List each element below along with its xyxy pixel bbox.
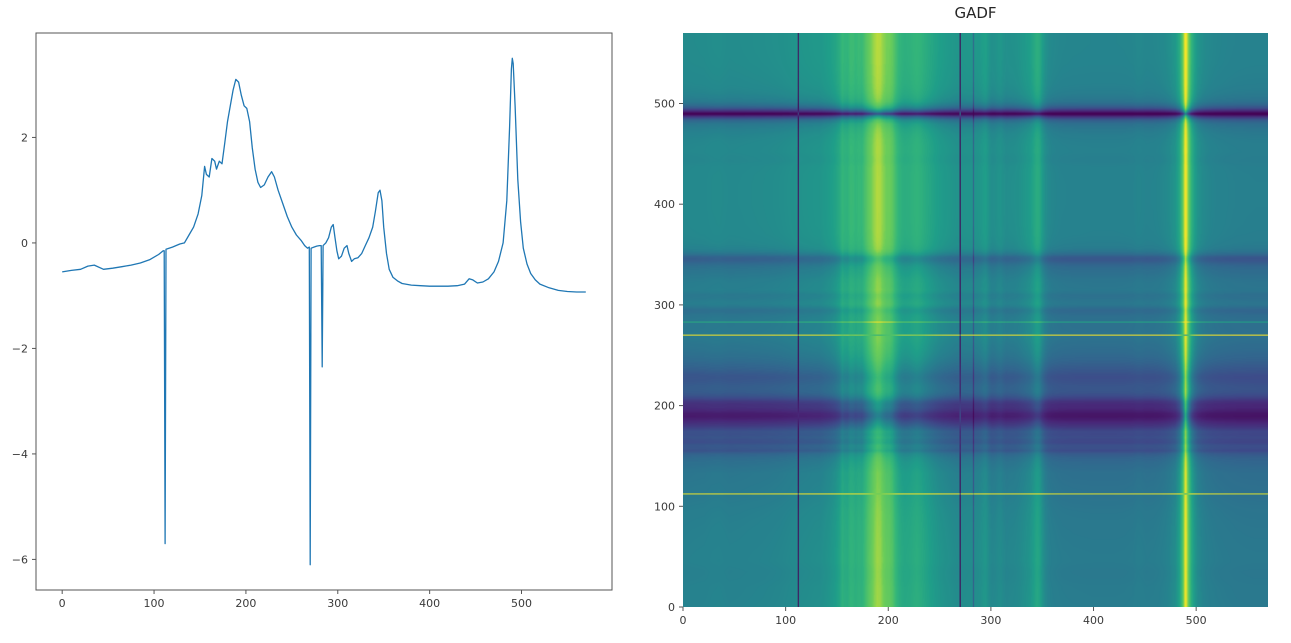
svg-text:2: 2 [21,131,28,144]
svg-text:−4: −4 [12,448,28,461]
heatmap-title: GADF [954,4,997,22]
svg-text:300: 300 [654,299,675,312]
svg-text:100: 100 [144,597,165,610]
svg-text:200: 200 [878,614,899,627]
svg-text:100: 100 [775,614,796,627]
svg-text:200: 200 [654,400,675,413]
svg-text:300: 300 [980,614,1001,627]
svg-text:500: 500 [654,97,675,110]
svg-text:500: 500 [511,597,532,610]
svg-text:0: 0 [680,614,687,627]
svg-text:400: 400 [1083,614,1104,627]
svg-text:−6: −6 [12,553,28,566]
svg-text:200: 200 [235,597,256,610]
svg-text:400: 400 [419,597,440,610]
svg-text:−2: −2 [12,342,28,355]
gadf-heatmap-axes: 0 100 200 300 400 500 0 100 200 300 400 500 [654,97,1207,627]
svg-text:100: 100 [654,500,675,513]
svg-text:300: 300 [327,597,348,610]
svg-text:500: 500 [1186,614,1207,627]
gadf-heatmap-image [683,33,1268,607]
svg-text:0: 0 [21,237,28,250]
svg-text:0: 0 [668,601,675,614]
line-plot: 0 100 200 300 400 500 −6 −4 −2 0 2 [12,32,613,610]
svg-text:400: 400 [654,198,675,211]
svg-text:0: 0 [59,597,66,610]
